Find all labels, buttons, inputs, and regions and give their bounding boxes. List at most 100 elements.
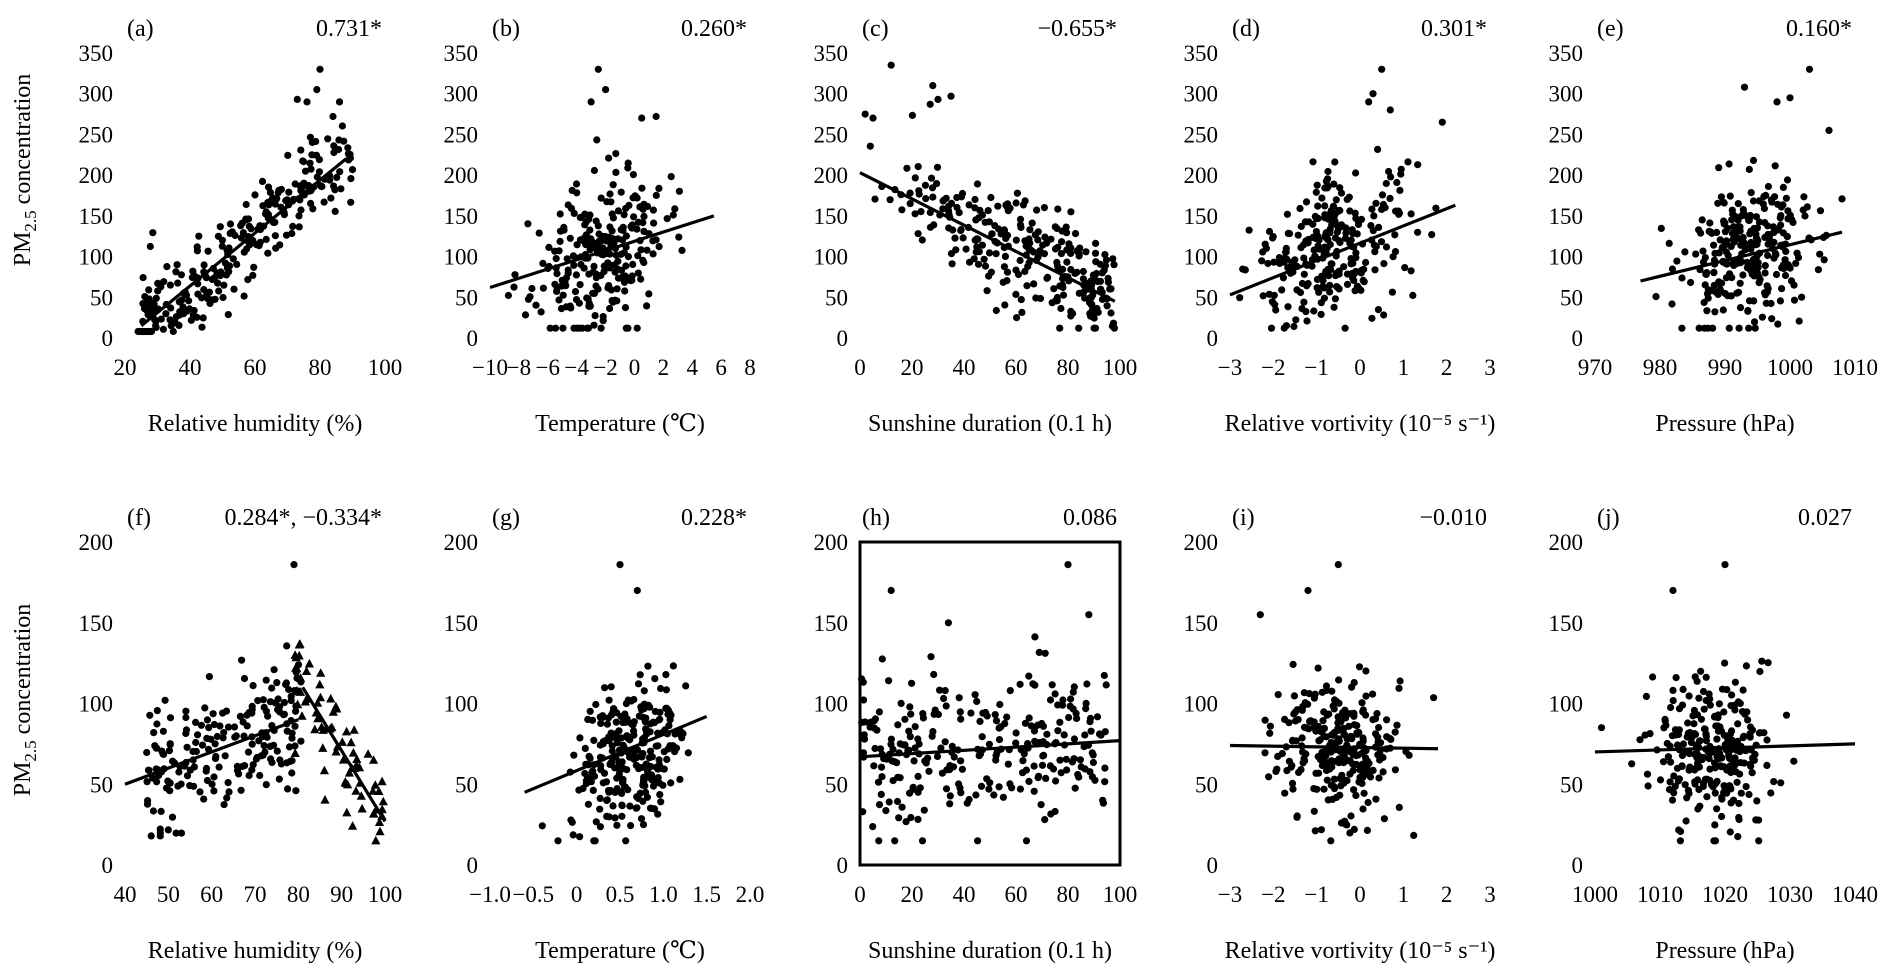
data-point [142, 304, 150, 312]
y-tick-label: 150 [79, 611, 114, 636]
data-point [1750, 297, 1758, 305]
data-point [174, 782, 182, 790]
data-point [1110, 261, 1118, 269]
data-point [579, 784, 587, 793]
data-point [306, 159, 314, 167]
data-point [1034, 721, 1042, 729]
data-point [1041, 233, 1049, 241]
data-point [1792, 259, 1800, 267]
y-tick-label: 50 [825, 285, 848, 310]
data-point [1726, 784, 1734, 792]
data-point [1763, 761, 1771, 770]
data-point [173, 261, 181, 269]
data-point [1003, 713, 1011, 721]
data-point [260, 703, 268, 712]
x-tick-label: 60 [1005, 355, 1028, 380]
y-tick-label: 50 [1195, 772, 1218, 797]
data-point [1352, 214, 1360, 222]
data-point [1652, 293, 1660, 301]
x-tick-label: 1 [1398, 882, 1410, 907]
data-point [210, 773, 218, 781]
data-point [1732, 213, 1740, 221]
data-point [1755, 218, 1763, 226]
data-point [1740, 732, 1748, 740]
data-point [225, 788, 233, 796]
data-point [1663, 739, 1671, 748]
data-point [997, 723, 1005, 731]
x-tick-label: 990 [1708, 355, 1743, 380]
data-point [940, 694, 948, 703]
data-point [972, 791, 980, 799]
data-point [611, 764, 619, 772]
data-point [971, 195, 979, 204]
data-point [149, 807, 157, 815]
data-point [1378, 65, 1386, 73]
data-point [249, 271, 257, 279]
data-point [580, 234, 588, 242]
data-point [859, 678, 867, 686]
data-point [1284, 303, 1292, 311]
data-point [1679, 740, 1688, 748]
data-point [176, 311, 184, 319]
data-point [1089, 758, 1097, 767]
data-point [1734, 698, 1742, 706]
data-point [344, 144, 352, 152]
data-point [584, 324, 593, 332]
data-point [976, 717, 984, 726]
data-point [973, 697, 981, 706]
data-point [238, 656, 246, 664]
data-point [1289, 660, 1297, 669]
data-point [630, 213, 638, 221]
data-point [588, 716, 597, 724]
data-point [1728, 727, 1736, 735]
data-point [285, 188, 293, 196]
data-point [280, 698, 288, 707]
data-point [914, 230, 922, 238]
data-point [183, 743, 191, 751]
data-point [1657, 224, 1665, 232]
data-point [962, 245, 970, 253]
data-point [582, 241, 590, 249]
data-point [1313, 785, 1321, 793]
data-point [638, 706, 646, 714]
data-point [1051, 297, 1059, 305]
data-point [1628, 760, 1636, 768]
data-point [1236, 294, 1244, 302]
data-point [1245, 226, 1253, 234]
data-point [164, 826, 172, 834]
y-tick-label: 350 [444, 41, 479, 66]
data-point [255, 737, 263, 745]
data-point [894, 721, 902, 729]
data-point [906, 733, 914, 741]
data-point [1758, 657, 1766, 665]
y-tick-label: 250 [444, 122, 479, 147]
data-point [1035, 648, 1043, 657]
data-point [981, 262, 990, 270]
data-point [1303, 317, 1311, 325]
data-point [1729, 739, 1737, 748]
data-point [1782, 194, 1790, 202]
data-point [671, 205, 679, 213]
y-tick-label: 350 [814, 41, 849, 66]
data-point [166, 779, 174, 787]
data-point [1362, 711, 1370, 719]
data-point [1320, 785, 1328, 793]
data-point-triangle [341, 778, 351, 787]
data-point [1054, 205, 1062, 213]
data-point-triangle [346, 737, 356, 747]
data-point [1656, 776, 1665, 784]
data-point [1302, 724, 1310, 732]
data-point [1702, 696, 1710, 705]
data-point [1048, 681, 1056, 689]
data-point [648, 753, 656, 761]
x-axis-title: Sunshine duration (0.1 h) [868, 411, 1112, 437]
data-point [1713, 228, 1721, 236]
data-point [859, 749, 868, 757]
data-point [1392, 207, 1400, 215]
data-point [1101, 764, 1109, 772]
data-point [1335, 270, 1343, 278]
data-point [264, 199, 272, 207]
data-point [1734, 200, 1742, 208]
data-point [172, 268, 180, 276]
